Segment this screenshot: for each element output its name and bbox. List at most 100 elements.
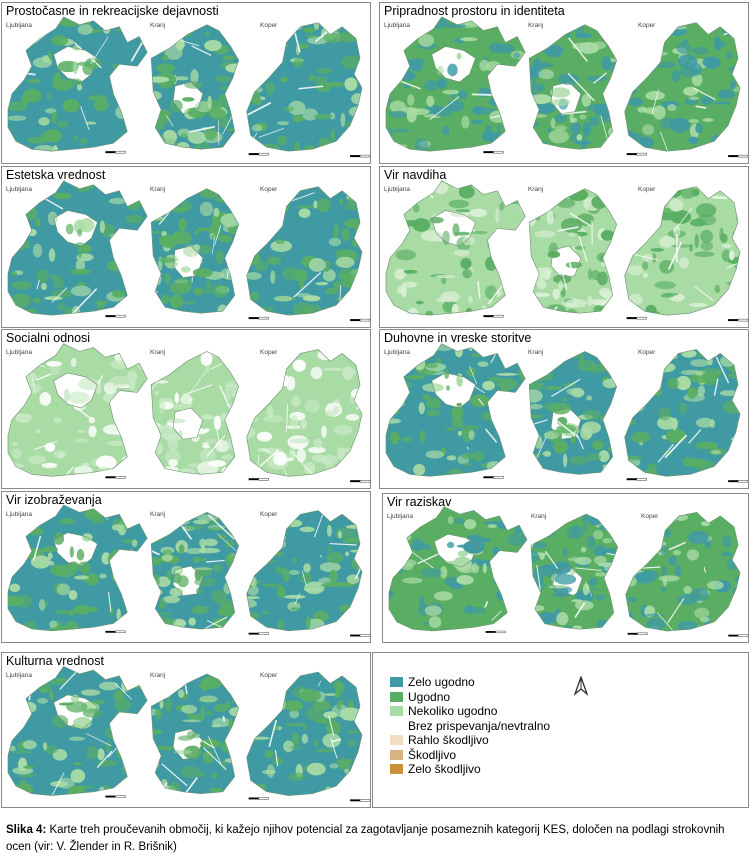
caption-label: Slika 4: [6,824,47,836]
legend-item: Zelo škodljivo [390,762,481,776]
city-label-kranj: Kranj [528,186,544,193]
city-label-koper: Koper [260,672,278,679]
scale-bar [728,480,748,483]
map-panel-spiritual: Duhovne in vreske storitve Ljubljana Kranj… [379,329,749,489]
map-panel-research: Vir raziskav Ljubljana Kranj Koper [382,493,749,643]
map-panel-social: Socialni odnosi Ljubljana Kranj Koper [1,329,371,489]
scale-bar [626,478,647,481]
legend-label: Zelo ugodno [408,675,475,689]
legend-swatch [390,677,403,687]
city-label-kranj: Kranj [150,672,166,679]
region-koper [624,349,741,477]
region-koper [624,186,741,316]
scale-bar [350,634,370,637]
city-label-kranj: Kranj [528,22,544,29]
city-label-koper: Koper [260,22,278,29]
region-maps [385,343,748,483]
scale-bar [483,314,504,318]
legend-label: Brez prispevanja/nevtralno [408,718,551,733]
city-label-koper: Koper [260,349,278,356]
scale-bar [350,480,370,483]
scale-bar [485,630,506,634]
city-label-ljubljana: Ljubljana [384,22,411,29]
region-maps [385,16,748,158]
scale-bar [350,154,370,158]
region-koper [625,512,741,632]
scale-bar [350,799,370,802]
city-label-ljubljana: Ljubljana [384,349,411,356]
map-panel-education: Vir izobraževanja Ljubljana Kranj Koper [1,491,371,643]
region-ljubljana [7,504,148,631]
panel-title: Socialni odnosi [6,331,91,345]
scale-bar [248,152,269,156]
legend-swatch [390,764,403,774]
panel-title: Vir navdiha [384,168,447,182]
city-label-kranj: Kranj [150,22,166,29]
region-ljubljana [385,16,526,152]
map-panel-aesthetic: Estetska vrednost Ljubljana Kranj Koper [1,166,371,328]
region-maps [7,16,370,158]
city-label-ljubljana: Ljubljana [6,672,33,679]
panel-title: Vir izobraževanja [6,493,102,507]
region-kranj [530,514,618,630]
legend-label: Ugodno [408,689,451,704]
city-label-ljubljana: Ljubljana [6,511,33,518]
region-ljubljana [7,16,148,152]
region-koper [246,672,363,796]
caption-text: Karte treh proučevanih območij, ki kažej… [6,824,725,853]
region-ljubljana [7,180,148,316]
city-label-ljubljana: Ljubljana [6,22,33,29]
scale-bar [626,152,647,156]
scale-bar [248,797,269,800]
scale-bar [248,316,269,320]
map-panel-place-identity: Pripradnost prostoru in identiteta Ljublj… [379,2,749,164]
region-koper [246,349,363,477]
legend-swatch [390,691,403,702]
legend: Zelo ugodno Ugodno Nekoliko ugodno Brez pri… [372,652,749,808]
legend-item: Nekoliko ugodno [390,704,497,718]
region-kranj [151,24,239,150]
region-ljubljana [7,343,148,477]
legend-item: Rahlo škodljivo [390,733,489,747]
scale-bar [728,318,748,322]
city-label-ljubljana: Ljubljana [6,349,33,356]
region-ljubljana [385,343,526,477]
panel-title: Vir raziskav [387,495,452,509]
city-label-koper: Koper [260,511,278,518]
legend-label: Škodljivo [408,747,457,762]
region-maps [7,665,370,802]
legend-item: Brez prispevanja/nevtralno [390,719,550,733]
region-koper [246,510,363,631]
legend-item: Ugodno [390,690,450,704]
panel-title: Estetska vrednost [6,168,106,182]
city-label-ljubljana: Ljubljana [384,186,411,193]
region-ljubljana [385,180,526,316]
region-kranj [151,188,239,314]
panel-title: Prostočasne in rekreacijske dejavnosti [6,4,219,18]
scale-bar [483,476,504,479]
scale-bar [105,476,126,479]
region-maps [7,343,370,483]
legend-swatch [390,735,403,745]
legend-swatch [390,749,403,760]
scale-bar [105,795,126,798]
scale-bar [627,632,648,635]
region-ljubljana [7,666,148,796]
scale-bar [350,318,370,322]
city-label-koper: Koper [641,513,659,520]
region-maps [7,504,370,637]
scale-bar [248,478,269,481]
legend-label: Zelo škodljivo [408,762,481,776]
legend-item: Škodljivo [390,748,456,762]
scale-bar [728,154,748,158]
figure-caption: Slika 4: Karte treh proučevanih območij,… [6,822,748,856]
region-ljubljana [388,506,528,632]
city-label-kranj: Kranj [150,186,166,193]
legend-label: Rahlo škodljivo [408,733,489,747]
legend-swatch [390,706,403,716]
city-label-kranj: Kranj [528,349,544,356]
city-label-koper: Koper [638,22,656,29]
region-kranj [151,512,239,630]
scale-bar [626,316,647,320]
scale-bar [728,634,748,637]
